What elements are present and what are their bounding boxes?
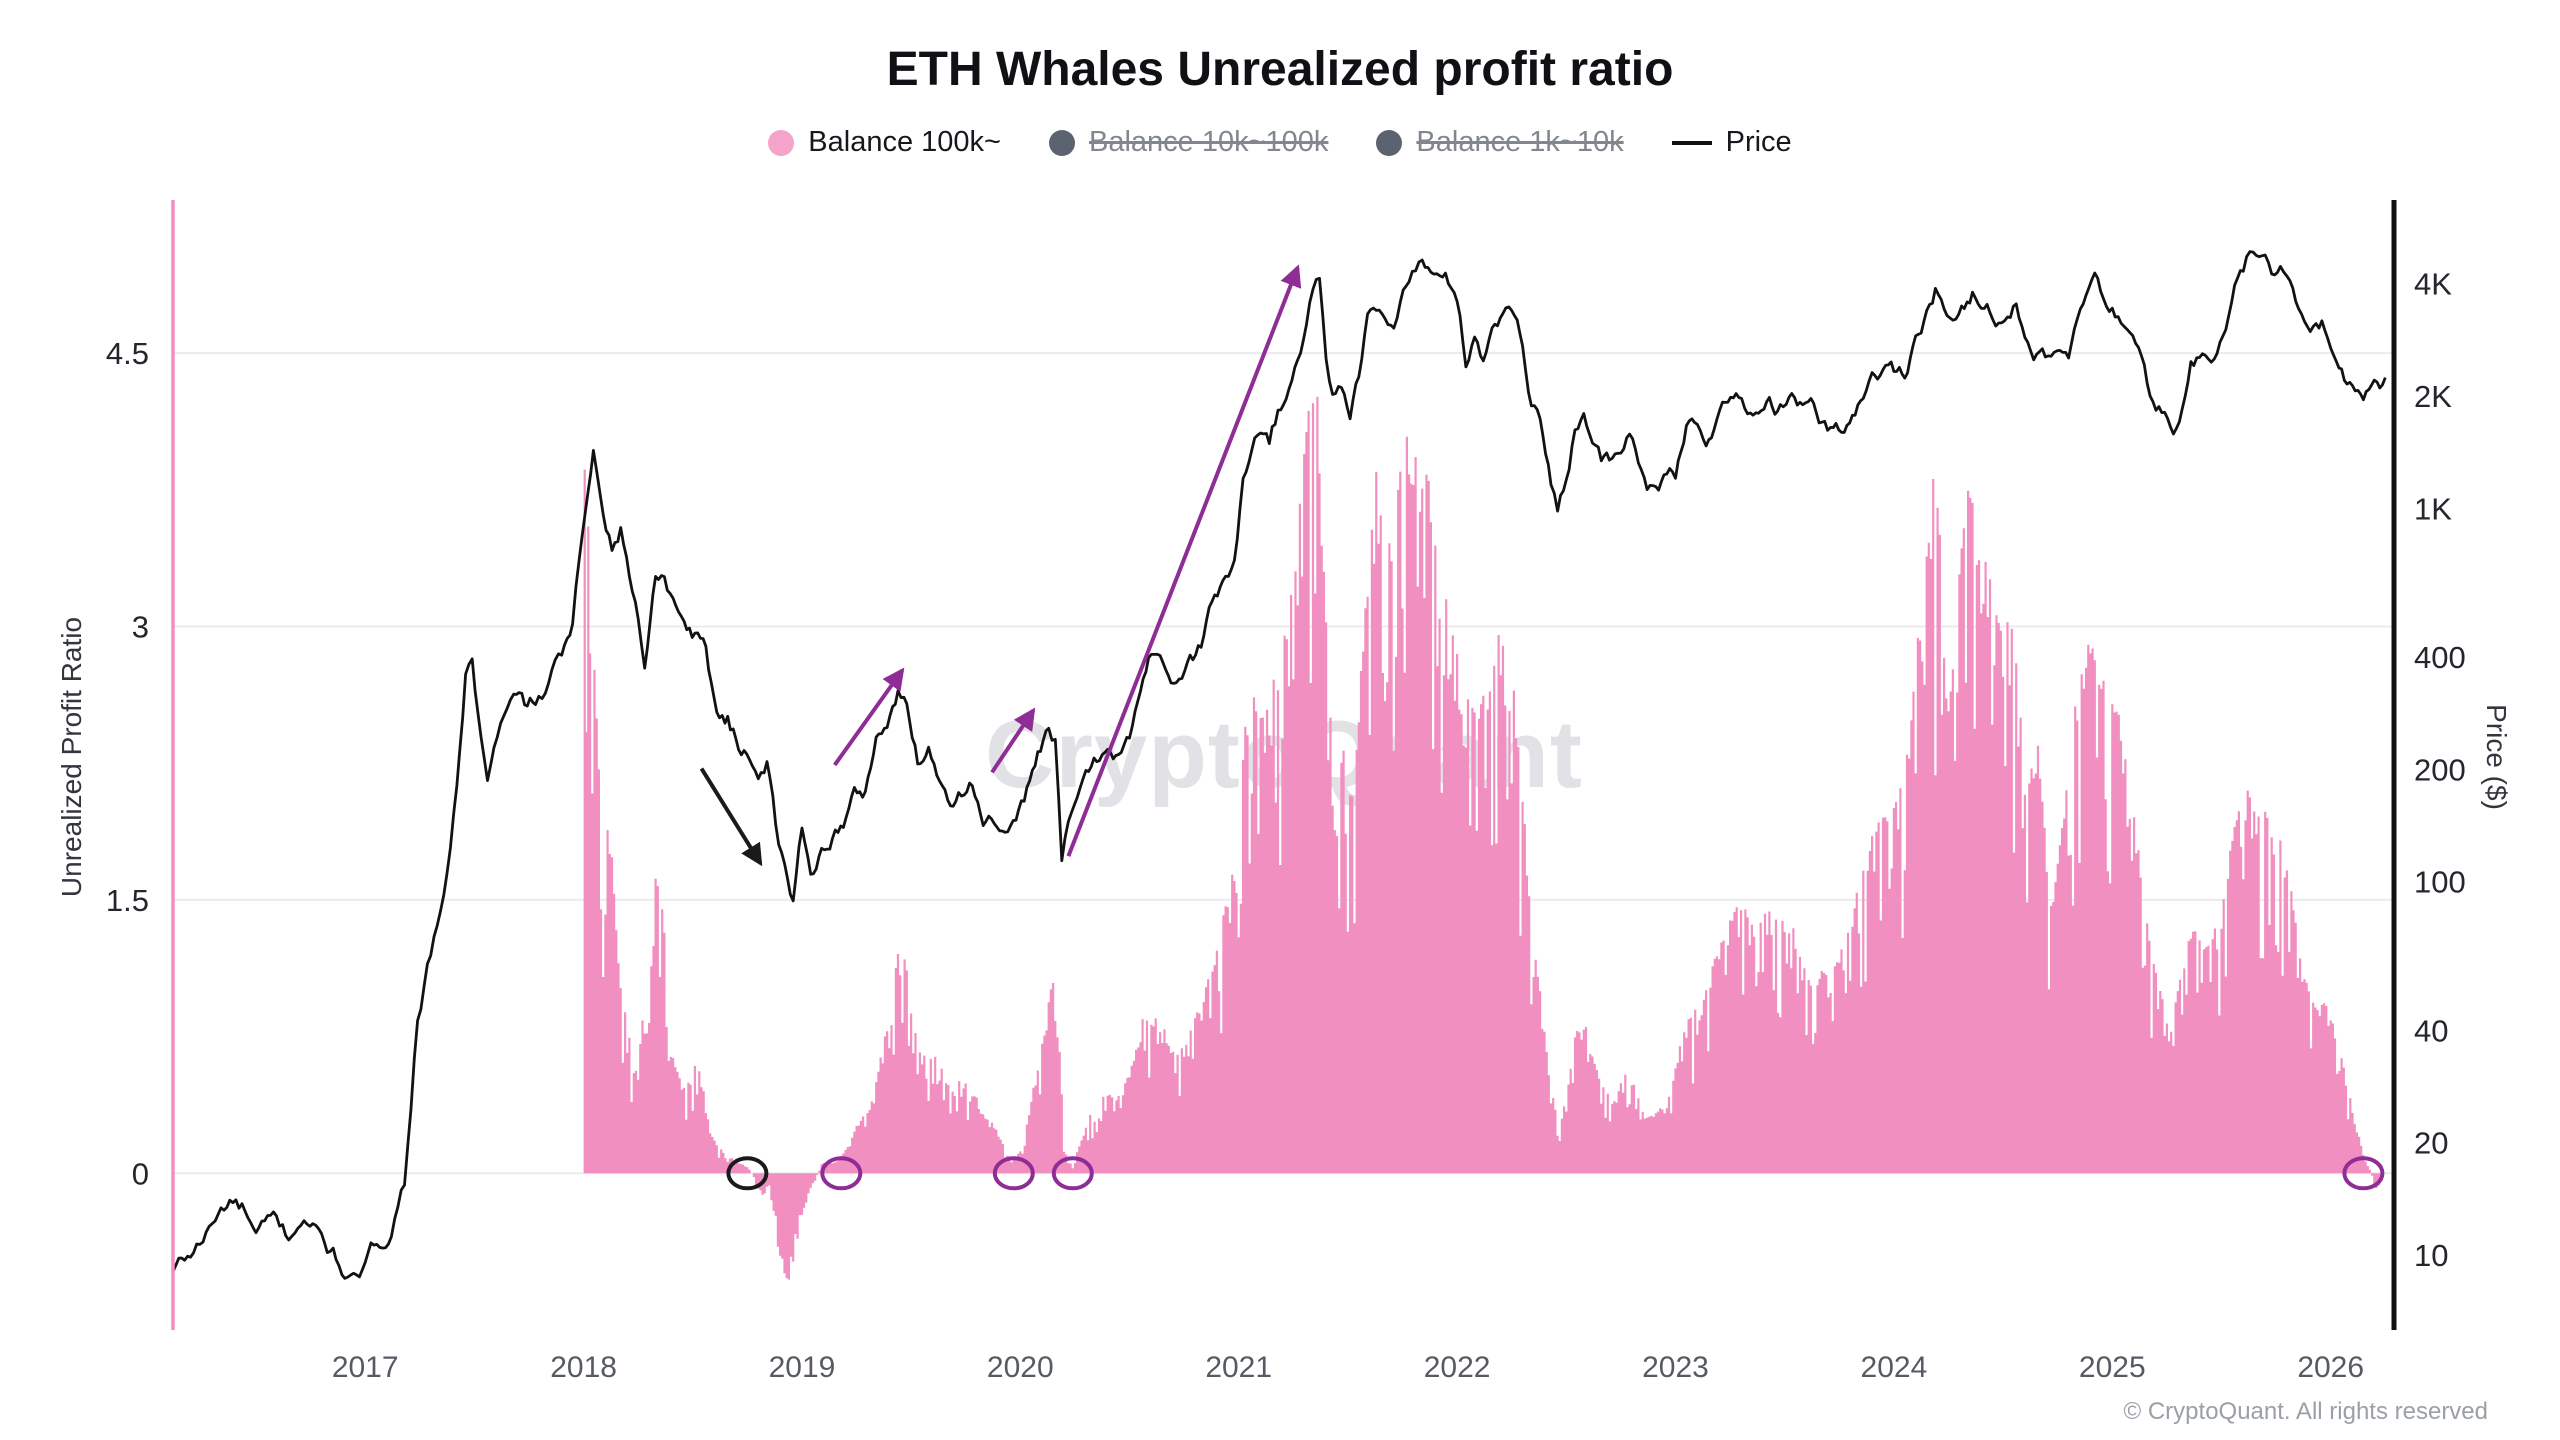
svg-text:4.5: 4.5 [106, 336, 149, 371]
svg-text:2019: 2019 [769, 1351, 836, 1384]
svg-text:2026: 2026 [2297, 1351, 2364, 1384]
left-axis-ticks: 0 1.5 3 4.5 [106, 336, 149, 1191]
right-axis-ticks: 10 20 40 100 200 400 1K 2K 4K [2414, 267, 2466, 1273]
legend-item-balance-10k-100k[interactable]: Balance 10k~100k [1048, 126, 1329, 159]
svg-text:2024: 2024 [1861, 1351, 1928, 1384]
svg-text:4K: 4K [2414, 267, 2452, 302]
svg-text:200: 200 [2414, 752, 2466, 787]
svg-text:3: 3 [132, 610, 149, 645]
price-line-icon [1671, 140, 1712, 145]
svg-text:2023: 2023 [1642, 1351, 1709, 1384]
annotation-arrow [990, 707, 1036, 774]
svg-text:20: 20 [2414, 1126, 2448, 1161]
legend-label: Balance 10k~100k [1088, 126, 1329, 158]
legend-label: Price [1725, 126, 1792, 158]
annotation-arrow [699, 767, 763, 867]
legend-label: Balance 100k~ [808, 126, 1001, 158]
svg-text:100: 100 [2414, 865, 2466, 900]
annotation-arrow [1066, 264, 1302, 857]
annotations [699, 264, 2385, 1191]
svg-text:1.5: 1.5 [106, 883, 149, 918]
x-axis-ticks: 2017 2018 2019 2020 2021 2022 2023 2024 2025 2026 [332, 1351, 2364, 1384]
price-line-series [171, 250, 2387, 1280]
legend-label: Balance 1k~10k [1416, 126, 1624, 158]
copyright: © CryptoQuant. All rights reserved [2123, 1398, 2489, 1425]
chart-title: ETH Whales Unrealized profit ratio [886, 43, 1674, 96]
legend-item-price[interactable]: Price [1671, 126, 1792, 159]
svg-text:2K: 2K [2414, 379, 2452, 414]
pink-dot-icon [768, 129, 795, 156]
svg-text:400: 400 [2414, 640, 2466, 675]
svg-text:1K: 1K [2414, 491, 2452, 526]
legend-item-balance-1k-10k[interactable]: Balance 1k~10k [1376, 126, 1624, 159]
annotation-circle [992, 1156, 1035, 1191]
annotation-arrow [833, 667, 905, 767]
annotation-circle [820, 1156, 863, 1191]
svg-text:0: 0 [132, 1156, 149, 1191]
svg-text:2025: 2025 [2079, 1351, 2146, 1384]
annotation-circle [2342, 1156, 2385, 1191]
gray-dot-icon [1376, 129, 1403, 156]
svg-text:2020: 2020 [987, 1351, 1054, 1384]
svg-text:2022: 2022 [1424, 1351, 1491, 1384]
svg-text:2017: 2017 [332, 1351, 399, 1384]
svg-text:2021: 2021 [1205, 1351, 1272, 1384]
legend-item-balance-100k[interactable]: Balance 100k~ [768, 126, 1001, 159]
annotation-circle [1051, 1156, 1094, 1191]
gray-dot-icon [1048, 129, 1075, 156]
svg-text:40: 40 [2414, 1013, 2448, 1048]
svg-text:10: 10 [2414, 1238, 2448, 1273]
ratio-area-series [583, 396, 2382, 1280]
svg-text:2018: 2018 [550, 1351, 617, 1384]
annotation-circle [726, 1156, 769, 1191]
legend: Balance 100k~ Balance 10k~100k Balance 1… [0, 126, 2560, 159]
